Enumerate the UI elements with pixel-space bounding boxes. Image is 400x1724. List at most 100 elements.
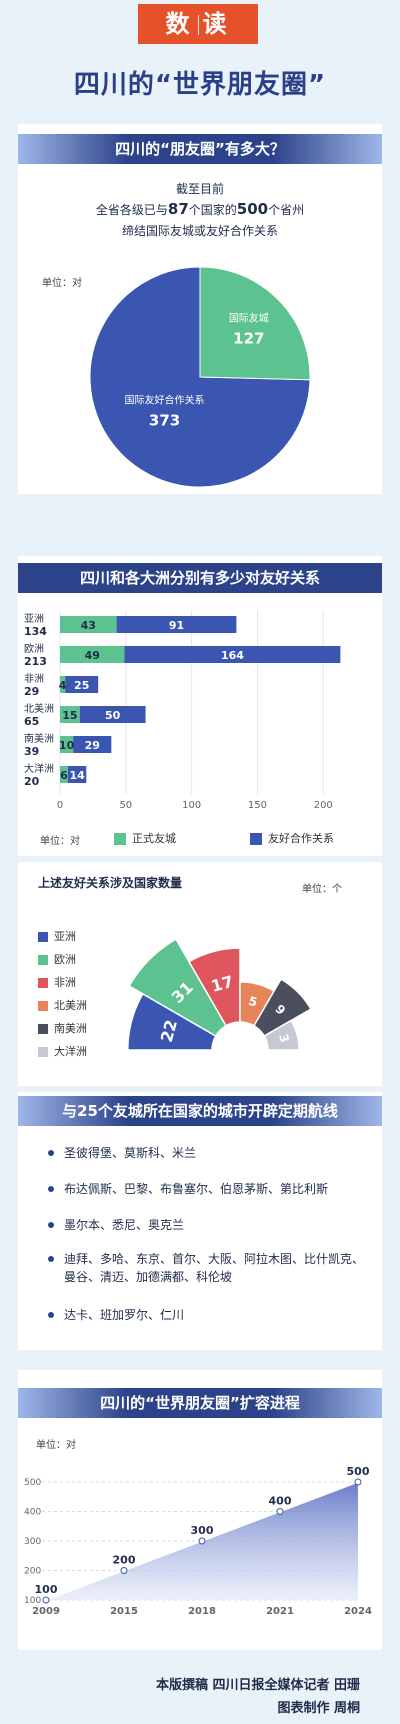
rose-legend-swatch <box>38 1001 48 1011</box>
bar-friendly-label: 50 <box>105 709 121 722</box>
y-tick-label: 500 <box>24 1478 41 1488</box>
area-point-label: 500 <box>347 1465 370 1478</box>
x-tick-label: 100 <box>182 800 201 811</box>
intro-num-countries: 87 <box>167 200 189 218</box>
rose-legend-label: 北美洲 <box>54 999 87 1012</box>
area-point-label: 400 <box>269 1495 292 1508</box>
legend-friendly-label: 友好合作关系 <box>268 832 334 845</box>
rose-legend-swatch <box>38 1024 48 1034</box>
x-tick-label: 50 <box>119 800 132 811</box>
footer-credit-2: 图表制作 周桐 <box>277 1701 360 1716</box>
category-total: 20 <box>24 775 40 788</box>
y-tick-label: 300 <box>24 1537 41 1547</box>
rose-legend-label: 欧洲 <box>54 953 76 966</box>
bar-friendly <box>73 736 112 753</box>
rose-legend-label: 大洋洲 <box>54 1045 87 1058</box>
header-tag-right: 读 <box>202 10 231 38</box>
section5-unit: 单位：对 <box>36 1440 76 1451</box>
x-tick-label: 0 <box>57 800 63 811</box>
area-point-label: 200 <box>113 1554 136 1567</box>
bar-formal-label: 4 <box>59 679 67 692</box>
section3-title: 上述友好关系涉及国家数量 <box>38 876 183 890</box>
legend-formal: 正式友城 <box>114 830 176 846</box>
section1-intro-line3: 缔结国际友城或友好合作关系 <box>121 224 278 238</box>
rose-legend-item: 亚洲 <box>38 928 76 944</box>
bar-friendly <box>67 766 87 783</box>
bar-formal <box>60 736 74 753</box>
section3-unit: 单位：个 <box>302 884 342 895</box>
section4-card <box>18 1092 382 1350</box>
section1-title: 四川的“朋友圈”有多大？ <box>18 134 382 164</box>
rose-legend-label: 非洲 <box>54 976 76 989</box>
category-label: 大洋洲 <box>24 762 54 775</box>
rose-legend-label: 亚洲 <box>54 930 76 943</box>
route-bullet <box>48 1150 54 1156</box>
rose-slice <box>127 992 217 1051</box>
route-item: 圣彼得堡、莫斯科、米兰 <box>64 1146 197 1160</box>
pie-slice-label: 国际友好合作关系 <box>125 394 205 407</box>
bar-friendly-label: 164 <box>221 649 244 662</box>
x-tick-label: 2009 <box>32 1606 60 1617</box>
section1-intro-line1: 截至目前 <box>175 182 224 196</box>
header-tag-divider <box>197 15 199 35</box>
x-tick-label: 2018 <box>188 1606 216 1617</box>
legend-formal-label: 正式友城 <box>132 832 176 845</box>
category-label: 亚洲 <box>24 613 44 625</box>
section2-unit: 单位：对 <box>40 836 80 847</box>
section2-title: 四川和各大洲分别有多少对友好关系 <box>18 563 382 593</box>
footer-credit-1: 本版撰稿 四川日报全媒体记者 田珊 <box>155 1678 360 1693</box>
category-total: 213 <box>24 655 47 668</box>
bar-formal-label: 10 <box>59 739 75 752</box>
rose-legend-swatch <box>38 955 48 965</box>
area-point <box>198 1537 206 1545</box>
bar-formal <box>60 766 68 783</box>
bar-friendly <box>124 646 341 663</box>
y-tick-label: 100 <box>24 1596 41 1606</box>
rose-legend-item: 南美洲 <box>38 1020 87 1036</box>
rose-slice-label: 3 <box>276 1032 292 1044</box>
pie-slice-label: 国际友城 <box>229 311 269 324</box>
area-point <box>276 1508 284 1515</box>
x-tick-label: 2015 <box>110 1606 138 1617</box>
intro-num-provinces: 500 <box>236 200 269 218</box>
bar-friendly-label: 14 <box>69 769 85 782</box>
route-bullet <box>48 1186 54 1192</box>
pie-slice-value: 127 <box>233 329 264 347</box>
intro-pre: 全省各级已与 <box>95 203 168 217</box>
rose-legend-item: 非洲 <box>38 974 76 990</box>
x-tick-label: 150 <box>248 800 267 811</box>
header-tag: 数读 <box>138 4 258 44</box>
route-item: 墨尔本、悉尼、奥克兰 <box>64 1218 185 1232</box>
pie-slice <box>199 266 311 381</box>
bar-friendly-label: 29 <box>85 739 100 752</box>
rose-legend-label: 南美洲 <box>54 1022 87 1035</box>
bar-formal-label: 43 <box>81 619 96 632</box>
rose-slice <box>128 938 228 1038</box>
pie-slice-value: 373 <box>149 412 180 430</box>
bar-formal <box>60 676 66 693</box>
area-point <box>120 1567 128 1574</box>
route-item: 布达佩斯、巴黎、布鲁塞尔、伯恩茅斯、第比利斯 <box>64 1182 329 1196</box>
rose-legend-item: 北美洲 <box>38 997 87 1013</box>
area-point <box>42 1596 50 1604</box>
x-tick-label: 2024 <box>344 1606 372 1617</box>
bar-friendly <box>65 676 99 693</box>
legend-friendly-swatch <box>250 833 262 845</box>
category-label: 南美洲 <box>24 732 54 745</box>
y-tick-label: 200 <box>24 1567 41 1577</box>
bar-formal-label: 6 <box>60 769 68 782</box>
intro-post: 个省州 <box>268 203 305 217</box>
x-tick-label: 2021 <box>266 1606 294 1617</box>
category-label: 非洲 <box>24 673 44 685</box>
category-total: 39 <box>24 745 39 758</box>
bar-friendly <box>79 706 146 723</box>
category-total: 134 <box>24 625 47 638</box>
header-tag-left: 数 <box>165 10 194 38</box>
rose-slice <box>187 947 241 1027</box>
intro-mid: 个国家的 <box>188 203 237 217</box>
section4-title: 与25个友城所在国家的城市开辟定期航线 <box>18 1096 382 1126</box>
section1-intro-line2: 全省各级已与87个国家的500个省州 <box>18 200 382 218</box>
category-label: 北美洲 <box>24 702 54 715</box>
